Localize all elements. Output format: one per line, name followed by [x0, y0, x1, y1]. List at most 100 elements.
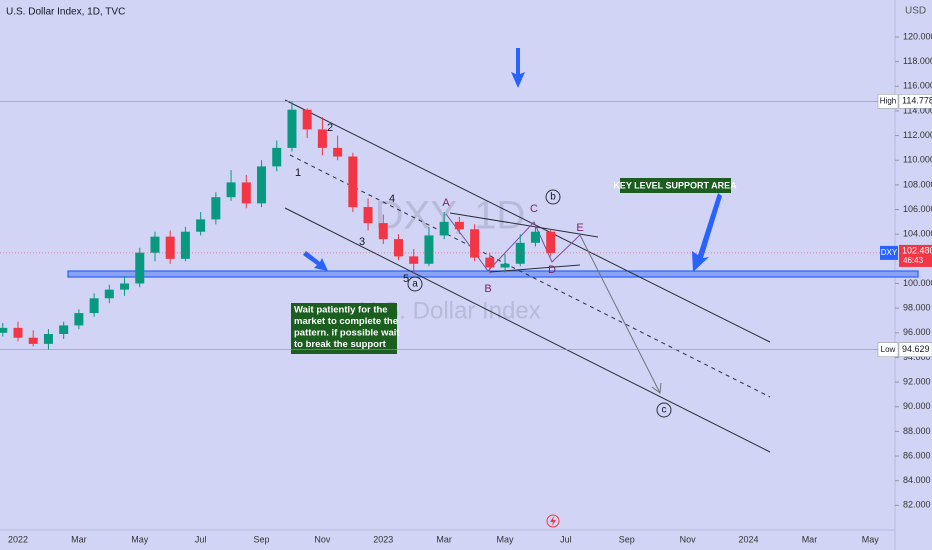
label-box [620, 178, 731, 193]
wave-circle [545, 189, 561, 205]
note-line: to break the support [294, 339, 387, 350]
price-tag [880, 245, 898, 260]
note-line: market to complete the [294, 316, 398, 327]
wave-label: a [412, 279, 418, 290]
candle-body [439, 221, 449, 236]
wave-label: 2 [327, 122, 333, 134]
candle-body [257, 166, 267, 204]
candle-body [165, 236, 175, 259]
candle-body [348, 156, 358, 208]
candle-body [317, 129, 327, 148]
y-tick-label: 100.000 [903, 278, 932, 288]
y-tick-label: 106.000 [903, 204, 932, 214]
candle-body [104, 289, 114, 299]
candle-body [454, 221, 464, 230]
x-tick-label: 2023 [373, 534, 393, 544]
trend-line [284, 99, 771, 343]
wave-label: b [550, 192, 556, 203]
y-unit: USD [905, 6, 926, 17]
y-tick-label: 86.000 [903, 450, 931, 460]
arrow-head [651, 382, 662, 394]
y-tick-label: 110.000 [903, 155, 932, 165]
candle-body [150, 236, 160, 253]
chart-title: U.S. Dollar Index, 1D, TVC [6, 7, 125, 18]
wave-label: c [662, 405, 667, 416]
x-tick-label: Jul [560, 534, 572, 544]
price-tag [898, 342, 932, 357]
projection [579, 234, 661, 394]
price-tag [877, 342, 899, 357]
candle-body [120, 283, 130, 290]
blue-arrows [303, 48, 722, 272]
candle-body [74, 313, 84, 326]
wave-label: D [548, 264, 556, 276]
candle-body [287, 109, 297, 148]
y-tick-label: 92.000 [903, 376, 931, 386]
annotation: KEY LEVEL SUPPORT AREA [613, 180, 737, 190]
wave-label: 5 [403, 273, 409, 285]
x-tick-label: Sep [619, 534, 635, 544]
candle-body [28, 337, 38, 344]
arrow [692, 193, 722, 272]
y-tick-label: 120.000 [903, 31, 932, 41]
candle-body [196, 219, 206, 232]
candle-body [43, 334, 53, 344]
y-tick-label: 82.000 [903, 500, 931, 510]
price-tag-value: 102.480 [902, 245, 932, 255]
candle-body [500, 263, 510, 268]
wave-label: B [484, 283, 491, 295]
y-tick-label: 96.000 [903, 327, 931, 337]
support-band [67, 270, 919, 278]
label-box [291, 303, 397, 354]
trend-line [449, 212, 599, 238]
x-tick-label: May [497, 534, 515, 544]
candle-body [394, 239, 403, 257]
price-tag [899, 244, 932, 267]
candle-body [515, 242, 525, 264]
y-tick-label: 84.000 [903, 475, 931, 485]
candle-body [470, 229, 480, 258]
y-tick-label: 118.000 [903, 56, 932, 66]
x-tick-label: Nov [680, 534, 697, 544]
candle-body [409, 256, 419, 264]
y-tick-label: 116.000 [903, 81, 932, 91]
price-tag-label: High [880, 96, 896, 105]
price-tag-label: DXY [881, 248, 898, 257]
candle-body [530, 231, 540, 243]
y-tick-label: 98.000 [903, 303, 931, 313]
y-tick-label: 88.000 [903, 426, 931, 436]
countdown: 46:43 [903, 256, 924, 265]
candle-body [363, 207, 373, 224]
x-tick-label: May [862, 534, 880, 544]
note-line: Wait patiently for the [294, 305, 388, 316]
y-tick-label: 112.000 [903, 130, 932, 140]
candle-body [180, 231, 190, 259]
icon [550, 516, 556, 526]
x-tick-label: 2024 [739, 534, 759, 544]
x-tick-label: May [131, 534, 149, 544]
candle-body [135, 252, 145, 284]
y-tick-label: 104.000 [903, 229, 932, 239]
trend-line [289, 154, 771, 398]
x-tick-label: Jul [195, 534, 207, 544]
wave-label: E [576, 222, 583, 234]
wave-label: 1 [295, 167, 301, 179]
trend-line [284, 207, 771, 453]
candle-body [241, 182, 251, 204]
arrow [511, 48, 525, 88]
y-tick-label: 90.000 [903, 401, 931, 411]
candle-body [13, 327, 23, 338]
icon [546, 514, 560, 528]
candle-body [0, 327, 8, 333]
wave-label: 3 [359, 236, 365, 248]
wave-circle [656, 402, 672, 418]
watermark: DXY, 1D [375, 194, 525, 238]
x-tick-label: Mar [802, 534, 818, 544]
price-tag [898, 94, 932, 109]
wave-label: C [530, 203, 538, 215]
x-tick-label: Mar [436, 534, 452, 544]
candle-body [226, 182, 236, 198]
price-tag-label: Low [881, 345, 896, 354]
price-tag-value: 94.629 [902, 344, 930, 354]
